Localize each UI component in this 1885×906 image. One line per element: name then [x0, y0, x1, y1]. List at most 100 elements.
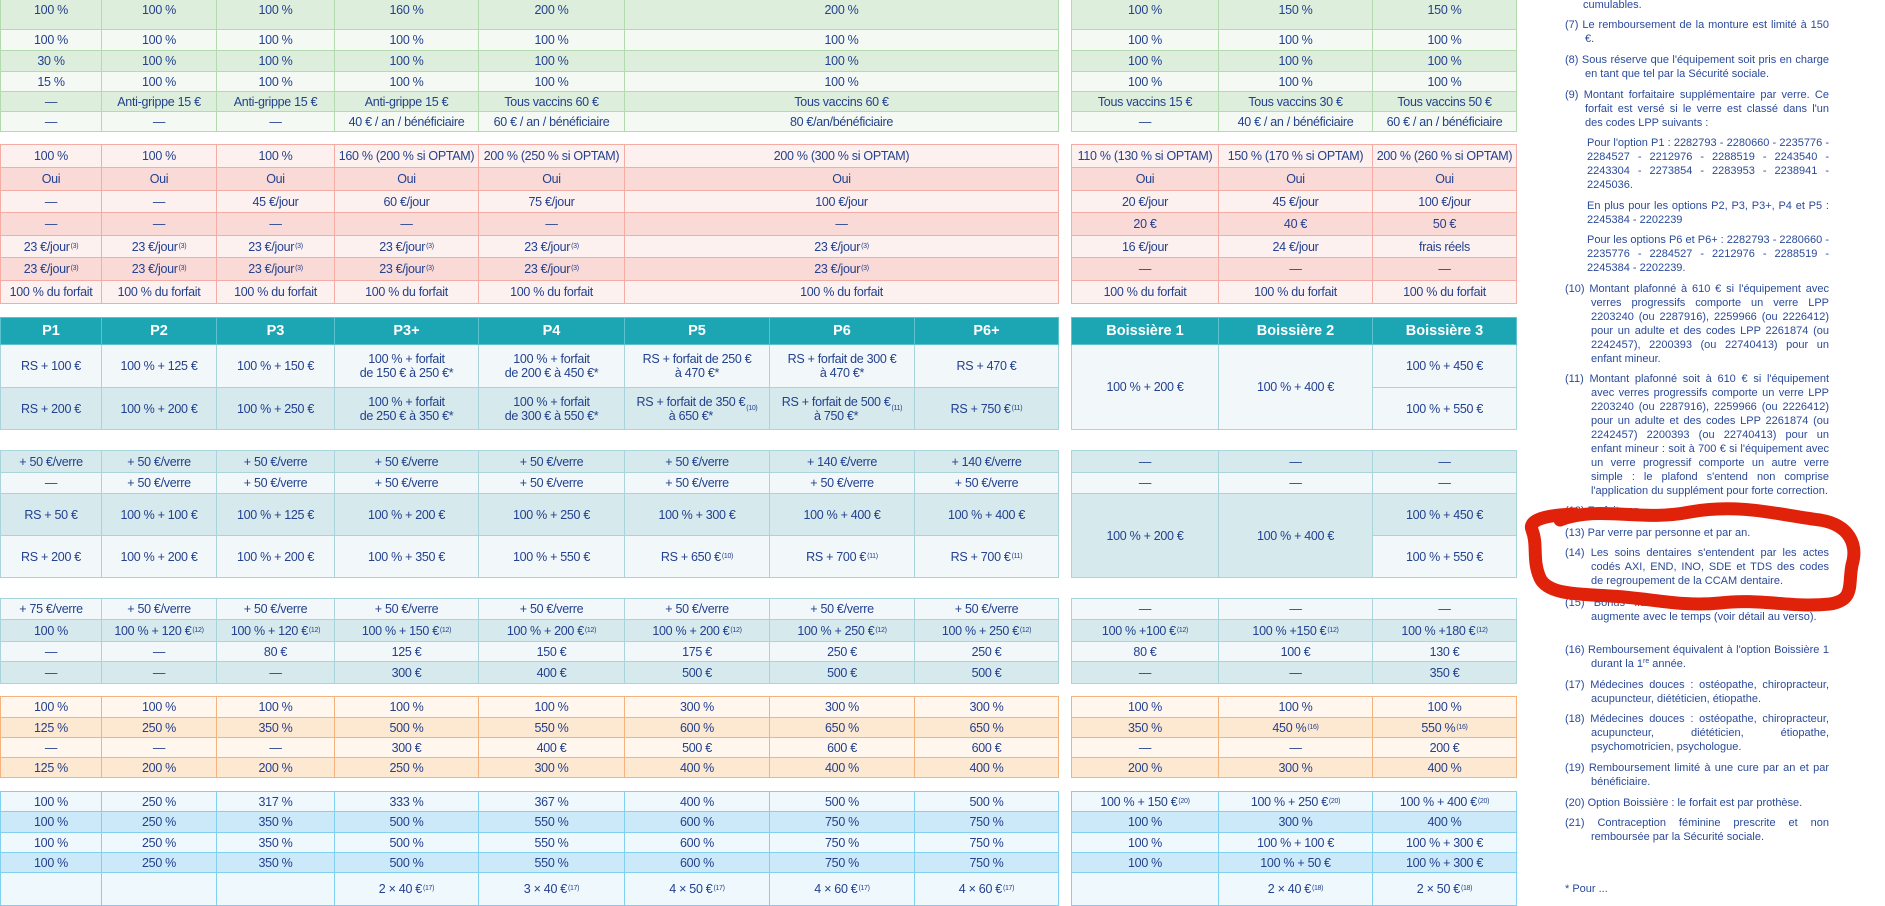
main-orange-cell: 650 % [769, 717, 915, 738]
main-orange-cell: 400 % [624, 757, 770, 778]
main-equipement-cell: RS + forfait de 300 € à 470 €* [769, 344, 915, 388]
main-pink-cell: 75 €/jour [478, 190, 625, 213]
main-verres-cell: + 140 €/verre [769, 450, 915, 473]
main-pink-cell: — [101, 212, 217, 236]
boissiere-pink-cell: 110 % (130 % si OPTAM) [1071, 144, 1219, 168]
main-verres-cell: + 50 €/verre [334, 472, 479, 494]
note-21: (21) Contraception féminine prescrite et… [1565, 817, 1829, 843]
main-green-cell: 80 €/an/bénéficiaire [624, 111, 1059, 132]
main-blue-cell: 100 % [0, 811, 102, 833]
main-pink-cell: 23 €/jour (3) [624, 257, 1059, 281]
boissiere-dentaire-cell: 80 € [1071, 641, 1219, 662]
main-pink-cell: 100 % [0, 144, 102, 168]
cell-value: 100 % + 150 € [361, 623, 439, 638]
main-equipement-cell: RS + 470 € [914, 344, 1059, 388]
main-orange-cell: — [216, 737, 335, 758]
note-9-p3: Pour les options P6 et P6+ : 2282793 - 2… [1587, 234, 1829, 274]
boissiere-verres-cell: — [1372, 472, 1517, 494]
main-blue-cell: 2 × 40 € (17) [334, 872, 479, 906]
boissiere-pink-cell: 20 € [1071, 212, 1219, 236]
boissiere-orange-cell: 100 % [1071, 696, 1219, 718]
main-dentaire-cell: 150 € [478, 641, 625, 662]
boissiere-verres-cell: — [1372, 450, 1517, 473]
main-blue-cell: 500 % [914, 791, 1059, 812]
main-green-cell: 100 % [216, 50, 335, 72]
main-dentaire-cell: 100 % + 150 € (12) [334, 619, 479, 642]
cell-value: 4 × 50 € [669, 882, 713, 896]
main-green-cell: 100 % [0, 0, 102, 30]
main-verres-cell: 100 % + 200 € [101, 535, 217, 578]
main-green-cell: 200 % [478, 0, 625, 30]
cell-value: 2 × 50 € [1416, 882, 1460, 896]
note-16-text: (16) Remboursement équivalent à l'option… [1565, 644, 1829, 670]
main-blue-cell: 600 % [624, 811, 770, 833]
main-equipement-cell: RS + 200 € [0, 387, 102, 430]
main-blue-cell: 350 % [216, 811, 335, 833]
boissiere-equipement-cell: 100 % + 450 € [1372, 344, 1517, 388]
boissiere-green-cell: 100 % [1218, 29, 1373, 51]
main-green-cell: Anti-grippe 15 € [216, 91, 335, 112]
boissiere-green-cell: Tous vaccins 50 € [1372, 91, 1517, 112]
cell-value: 23 €/jour [814, 239, 861, 254]
main-pink-cell: Oui [478, 167, 625, 191]
main-dentaire-cell: 250 € [914, 641, 1059, 662]
cell-value: 4 × 60 € [958, 882, 1002, 896]
main-verres-cell: RS + 700 € (11) [769, 535, 915, 578]
main-blue-cell: 350 % [216, 832, 335, 853]
boissiere-blue-cell: 400 % [1372, 811, 1517, 833]
cell-value: 23 €/jour [131, 262, 178, 276]
main-verres-cell: 100 % + 400 € [769, 493, 915, 536]
boissiere-orange-cell: 450 % (16) [1218, 717, 1373, 738]
main-verres-cell: + 50 €/verre [0, 450, 102, 473]
note-9: (9) Montant forfaitaire supplémentaire p… [1565, 89, 1829, 129]
main-orange-cell: 550 % [478, 717, 625, 738]
note-16-end: année. [1649, 658, 1686, 670]
main-blue-cell: 367 % [478, 791, 625, 812]
main-green-cell: 100 % [216, 29, 335, 51]
main-verres-cell: + 50 €/verre [914, 472, 1059, 494]
boissiere-equipement-cell: 100 % + 550 € [1372, 387, 1517, 430]
boissiere-green-cell: 150 % [1372, 0, 1517, 30]
main-dentaire-cell: 125 € [334, 641, 479, 662]
main-dentaire-cell: 100 % + 120 € (12) [101, 619, 217, 642]
cell-value: 100 % +100 € [1101, 623, 1176, 638]
main-blue-cell: 250 % [101, 791, 217, 812]
main-verres-cell: RS + 50 € [0, 493, 102, 536]
main-verres-cell: 100 % + 200 € [334, 493, 479, 536]
main-verres-cell: + 50 €/verre [769, 472, 915, 494]
main-verres-cell: + 50 €/verre [478, 450, 625, 473]
main-green-cell: 100 % [478, 50, 625, 72]
main-equipement-cell: 100 % + 250 € [216, 387, 335, 430]
boissiere-green-cell: 100 % [1071, 29, 1219, 51]
main-dentaire-cell: + 50 €/verre [769, 598, 915, 620]
boissiere-blue-cell: 100 % [1071, 852, 1219, 873]
footnote-asterisk: * Pour ... [1565, 883, 1608, 895]
main-orange-cell: 100 % [101, 696, 217, 718]
cell-value: 100 % + 200 € [506, 623, 584, 638]
main-pink-cell: 100 % du forfait [478, 280, 625, 304]
boissiere-verres-cell: 100 % + 450 € [1372, 493, 1517, 536]
boissiere-pink-cell: Oui [1071, 167, 1219, 191]
boissiere-pink-cell: 40 € [1218, 212, 1373, 236]
main-blue-cell: 350 % [216, 852, 335, 873]
main-blue-cell: 3 × 40 € (17) [478, 872, 625, 906]
main-equipement-cell: RS + forfait de 350 € à 650 €* (10) [624, 387, 770, 430]
boissiere-blue-cell [1071, 872, 1219, 906]
main-blue-cell: 317 % [216, 791, 335, 812]
cell-value: 100 % + 250 € [941, 623, 1019, 638]
main-blue-cell: 500 % [334, 811, 479, 833]
main-orange-cell: 125 % [0, 757, 102, 778]
boissiere-orange-cell: 550 % (16) [1372, 717, 1517, 738]
note-17: (17) Médecines douces : ostéopathe, chir… [1565, 679, 1829, 705]
main-verres-cell: + 50 €/verre [478, 472, 625, 494]
boissiere-pink-cell: 16 €/jour [1071, 235, 1219, 258]
boissiere-verres-cell: 100 % + 550 € [1372, 535, 1517, 578]
main-dentaire-cell: — [0, 661, 102, 684]
main-blue-cell: 750 % [914, 811, 1059, 833]
boissiere-pink-cell: 100 % du forfait [1372, 280, 1517, 304]
main-dentaire-cell: — [216, 661, 335, 684]
main-pink-cell: — [334, 212, 479, 236]
main-pink-cell: 200 % (300 % si OPTAM) [624, 144, 1059, 168]
cell-value: 550 % [1421, 720, 1456, 735]
main-green-cell: 200 % [624, 0, 1059, 30]
